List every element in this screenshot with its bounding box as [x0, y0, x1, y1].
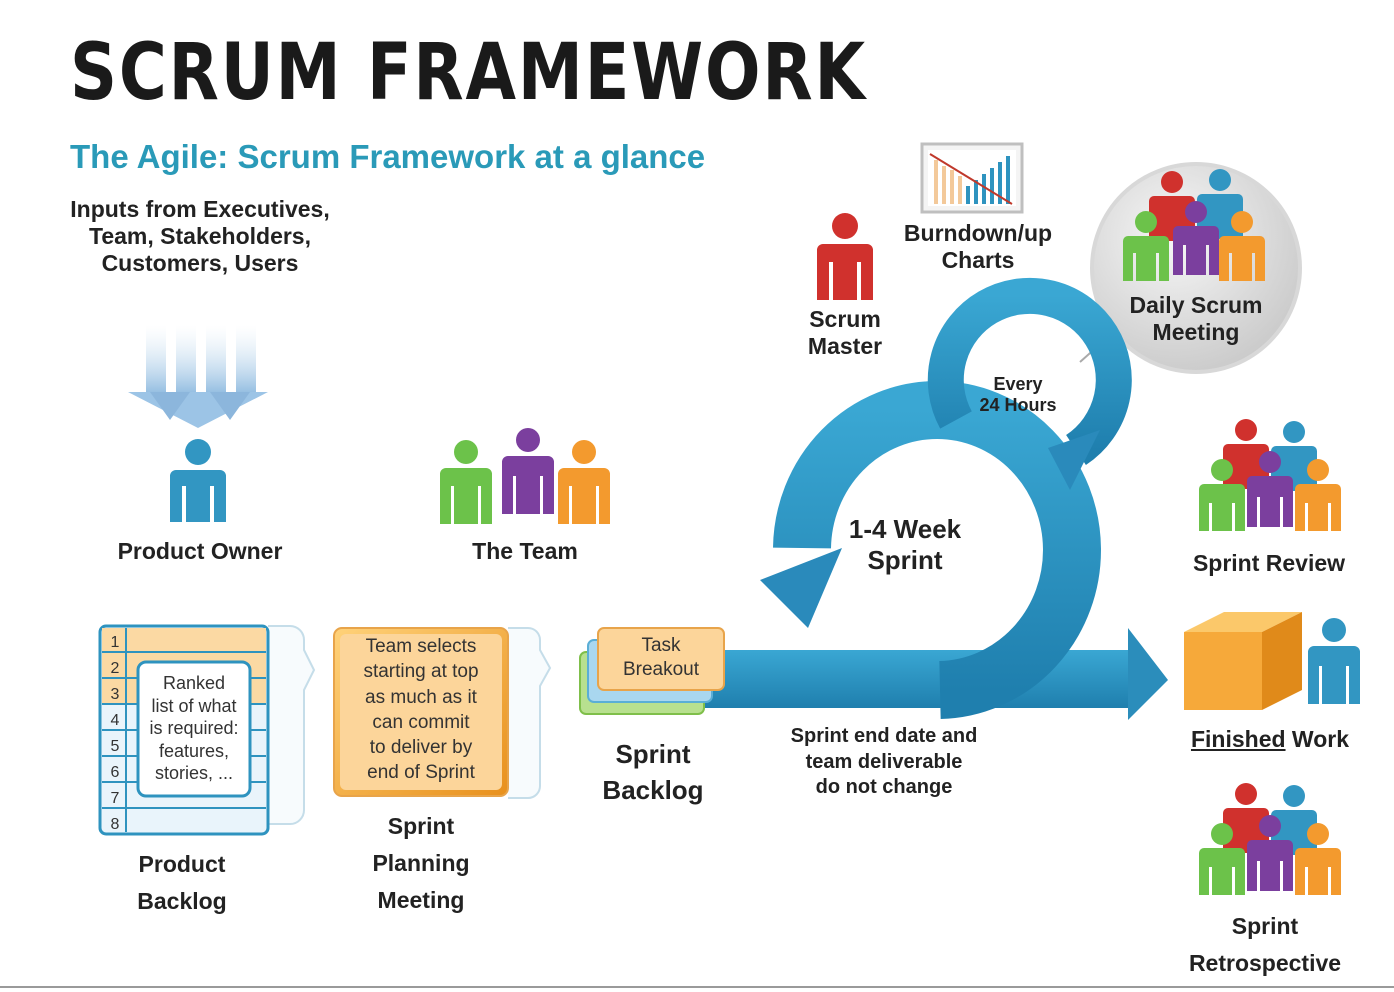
sprint-retrospective-label: Sprint Retrospective: [1170, 908, 1360, 982]
planning-note-line: as much as it: [365, 686, 477, 708]
sprint-end-note: Sprint end date and team deliverable do …: [770, 724, 998, 801]
product-backlog-line-2: Backlog: [137, 887, 227, 914]
scrum-master-icon: [817, 213, 873, 300]
planning-note-line: can commit: [372, 711, 470, 733]
sprint-planning-line-1: Sprint: [387, 813, 455, 839]
scrum-master-line-1: Scrum: [809, 306, 881, 332]
inputs-label: Inputs from Executives, Team, Stakeholde…: [40, 196, 360, 277]
planning-note-line: end of Sprint: [367, 762, 475, 784]
burndown-line-1: Burndown/up: [903, 220, 1053, 246]
sprint-planning-line-2: Planning: [372, 849, 470, 876]
sprint-planning-label: Sprint Planning Meeting: [334, 808, 508, 918]
planning-note-line: starting at top: [363, 661, 479, 683]
planning-note: Team selects starting at top as much as …: [340, 634, 502, 786]
sprint-planning-line-3: Meeting: [377, 886, 465, 913]
sprint-backlog-label: Sprint Backlog: [580, 736, 726, 809]
every-line-2: 24 Hours: [979, 395, 1057, 416]
sprint-length-line-2: Sprint: [867, 544, 943, 575]
backlog-note-line: is required:: [149, 718, 239, 738]
product-backlog-line-1: Product: [138, 851, 226, 877]
retro-line-2: Retrospective: [1188, 949, 1342, 976]
every-line-1: Every: [993, 374, 1043, 394]
backlog-note: Ranked list of what is required: feature…: [140, 672, 248, 785]
backlog-row-number: 8: [110, 816, 120, 833]
product-owner-icon: [170, 439, 226, 522]
work-word: Work: [1291, 726, 1350, 752]
main-flow-arrow: [700, 628, 1168, 720]
backlog-note-line: features,: [158, 740, 230, 761]
sprint-review-icon: [1199, 419, 1341, 531]
daily-loop-arrow: [927, 277, 1132, 490]
daily-scrum-line-1: Daily Scrum: [1129, 292, 1263, 318]
task-breakout-label: Task Breakout: [600, 634, 722, 683]
finished-work-icon: [1184, 612, 1360, 710]
backlog-note-line: stories, ...: [154, 763, 234, 783]
backlog-row-number: 5: [110, 738, 120, 755]
daily-scrum-bubble: [1079, 162, 1302, 374]
backlog-note-line: Ranked: [162, 673, 226, 693]
backlog-note-line: list of what: [151, 695, 237, 716]
sprint-length-line-1: 1-4 Week: [848, 514, 962, 544]
finished-work-label: Finished Work: [1172, 726, 1368, 753]
planning-note-line: Team selects: [365, 636, 477, 657]
backlog-row-number: 2: [110, 660, 120, 677]
daily-scrum-label: Daily Scrum Meeting: [1110, 292, 1282, 346]
page-subtitle: The Agile: Scrum Framework at a glance: [70, 138, 706, 175]
sprint-planning-box: [333, 627, 552, 799]
task-breakout-line-1: Task: [641, 635, 681, 656]
input-arrows: [128, 325, 268, 428]
sprint-backlog-line-1: Sprint: [615, 739, 691, 769]
bottom-divider: [0, 986, 1394, 988]
sprint-length-label: 1-4 Week Sprint: [830, 514, 980, 575]
backlog-row-number: 6: [110, 764, 120, 781]
daily-scrum-line-2: Meeting: [1152, 319, 1240, 346]
backlog-row-numbers: 1 2 3 4 5 6 7 8: [104, 630, 126, 838]
product-backlog-stack: [98, 624, 316, 836]
burndown-line-2: Charts: [941, 247, 1015, 274]
sprint-loop-arrow: [760, 381, 1101, 719]
inputs-line-1: Inputs from Executives,: [70, 196, 330, 222]
sprint-backlog-stack: [579, 627, 725, 715]
backlog-row-number: 7: [110, 790, 120, 807]
backlog-row-number: 1: [110, 634, 120, 651]
burndown-label: Burndown/up Charts: [888, 220, 1068, 274]
task-breakout-line-2: Breakout: [622, 659, 700, 681]
retro-line-1: Sprint: [1231, 913, 1299, 939]
team-icon: [440, 428, 610, 524]
scrum-master-line-2: Master: [807, 333, 883, 360]
every-24-hours-label: Every 24 Hours: [960, 374, 1076, 416]
burndown-chart-icon: [920, 142, 1024, 214]
scrum-master-label: Scrum Master: [780, 306, 910, 360]
planning-note-line: to deliver by: [369, 737, 473, 759]
finished-word: Finished: [1190, 726, 1286, 752]
backlog-row-number: 3: [110, 686, 120, 703]
inputs-line-2: Team, Stakeholders,: [89, 223, 311, 250]
sprint-end-note-line-2: team deliverable: [805, 750, 963, 773]
sprint-end-note-line-1: Sprint end date and: [790, 725, 978, 747]
the-team-label: The Team: [472, 538, 578, 564]
sprint-review-label: Sprint Review: [1192, 550, 1346, 576]
sprint-backlog-line-2: Backlog: [602, 775, 704, 806]
sprint-retrospective-icon: [1199, 783, 1341, 895]
sprint-end-note-line-3: do not change: [815, 776, 953, 799]
product-backlog-label: Product Backlog: [100, 846, 264, 920]
product-owner-label: Product Owner: [117, 538, 283, 564]
inputs-line-3: Customers, Users: [101, 250, 299, 277]
page-title: SCRUM FRAMEWORK: [70, 28, 867, 118]
backlog-row-number: 4: [110, 712, 120, 729]
